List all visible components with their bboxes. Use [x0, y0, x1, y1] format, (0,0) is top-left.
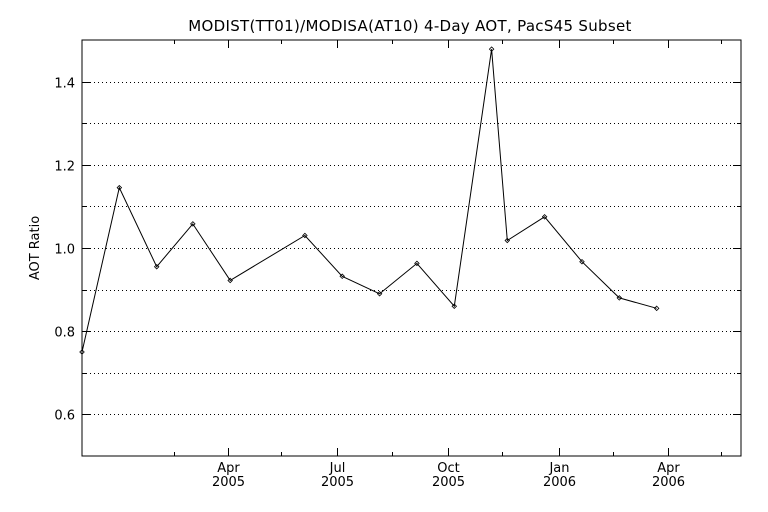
- x-tick-label-month: Jan: [548, 461, 569, 476]
- x-tick-label-month: Apr: [657, 461, 680, 476]
- data-point-marker: [79, 349, 85, 355]
- data-point-marker: [579, 258, 585, 265]
- data-point-marker: [339, 273, 345, 280]
- series-layer: [79, 46, 660, 355]
- y-tick-label: 0.8: [54, 326, 75, 341]
- x-tick-label-month: Oct: [437, 461, 459, 476]
- data-point-marker: [488, 46, 495, 52]
- chart-title: MODIST(TT01)/MODISA(AT10) 4-Day AOT, Pac…: [188, 17, 631, 35]
- data-point-marker: [227, 277, 233, 284]
- y-tick-label: 1.4: [54, 77, 75, 92]
- data-point-marker: [376, 290, 383, 297]
- data-point-marker: [116, 184, 123, 191]
- gridlines: [82, 82, 741, 415]
- axis-ticks: 0.60.81.01.21.4Apr2005Jul2005Oct2005Jan2…: [54, 40, 741, 490]
- x-tick-label-year: 2005: [321, 475, 354, 490]
- data-point-marker: [190, 221, 196, 227]
- y-axis-label: AOT Ratio: [28, 216, 43, 280]
- data-point-marker: [541, 214, 548, 220]
- data-point-marker: [302, 232, 308, 239]
- data-point-marker: [616, 295, 623, 301]
- series-line: [81, 49, 657, 353]
- x-tick-label-year: 2005: [432, 475, 465, 490]
- x-tick-label-year: 2005: [212, 475, 245, 490]
- data-point-marker: [153, 263, 160, 270]
- y-tick-label: 0.6: [54, 409, 75, 424]
- data-point-marker: [504, 237, 511, 244]
- x-tick-label-year: 2006: [652, 475, 685, 490]
- y-tick-label: 1.2: [54, 160, 75, 175]
- data-point-marker: [653, 305, 660, 312]
- data-point-marker: [414, 260, 420, 267]
- x-tick-label-year: 2006: [543, 475, 576, 490]
- y-tick-label: 1.0: [54, 243, 75, 258]
- x-tick-label-month: Apr: [217, 461, 240, 476]
- data-point-marker: [451, 303, 458, 310]
- x-tick-label-month: Jul: [329, 461, 346, 476]
